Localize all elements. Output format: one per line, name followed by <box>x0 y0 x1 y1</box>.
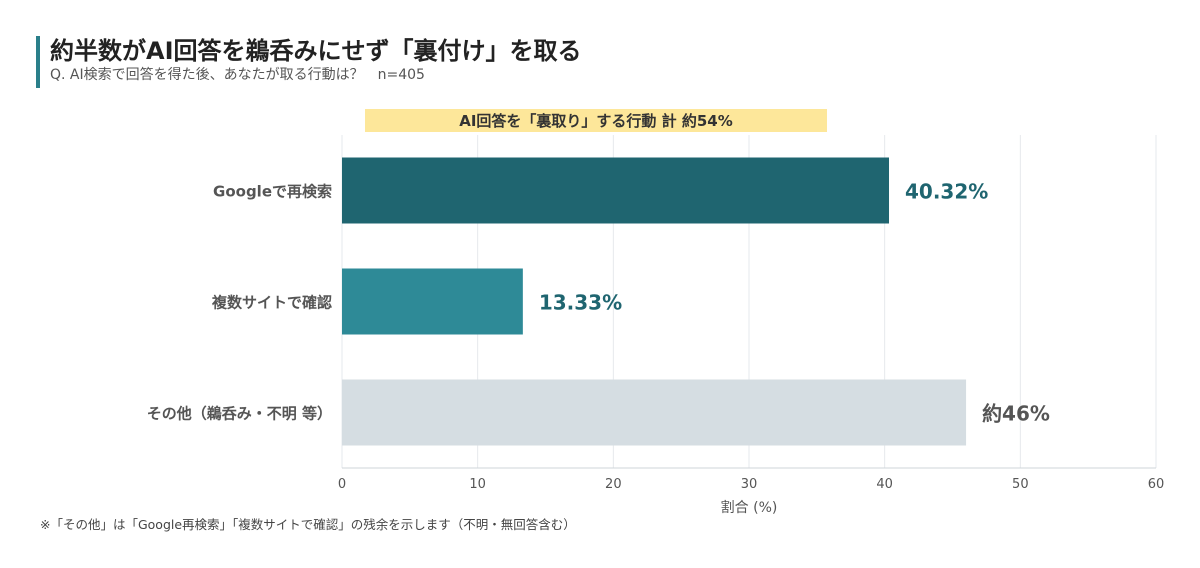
x-tick-label-0: 0 <box>338 477 346 492</box>
x-tick-label-2: 20 <box>605 477 622 492</box>
x-tick-label-3: 30 <box>741 477 758 492</box>
bar-1 <box>342 268 523 335</box>
annotation-text: AI回答を「裏取り」する行動 計 約54% <box>459 112 733 130</box>
category-label-0: Googleで再検索 <box>213 183 332 201</box>
title-block: 約半数がAI回答を鵜呑みにせず「裏付け」を取る Q. AI検索で回答を得た後、あ… <box>36 36 582 88</box>
chart-subtitle: Q. AI検索で回答を得た後、あなたが取る行動は？ n=405 <box>50 67 425 83</box>
x-tick-label-6: 60 <box>1148 477 1165 492</box>
bar-0 <box>342 157 890 224</box>
x-tick-label-5: 50 <box>1012 477 1029 492</box>
bar-2 <box>342 379 967 446</box>
category-label-2: その他（鵜呑み・不明 等） <box>147 405 332 423</box>
chart-title: 約半数がAI回答を鵜呑みにせず「裏付け」を取る <box>50 37 582 65</box>
x-axis-label: 割合 (%) <box>721 499 778 516</box>
x-tick-label-1: 10 <box>469 477 486 492</box>
annotation-banner <box>365 109 827 132</box>
value-label-0: 40.32% <box>905 180 988 204</box>
value-label-2: 約46% <box>982 402 1050 426</box>
value-label-1: 13.33% <box>539 291 622 315</box>
footnote: ※「その他」は「Google再検索」「複数サイトで確認」の残余を示します（不明・… <box>40 517 576 532</box>
category-label-1: 複数サイトで確認 <box>211 294 332 312</box>
x-tick-label-4: 40 <box>876 477 893 492</box>
